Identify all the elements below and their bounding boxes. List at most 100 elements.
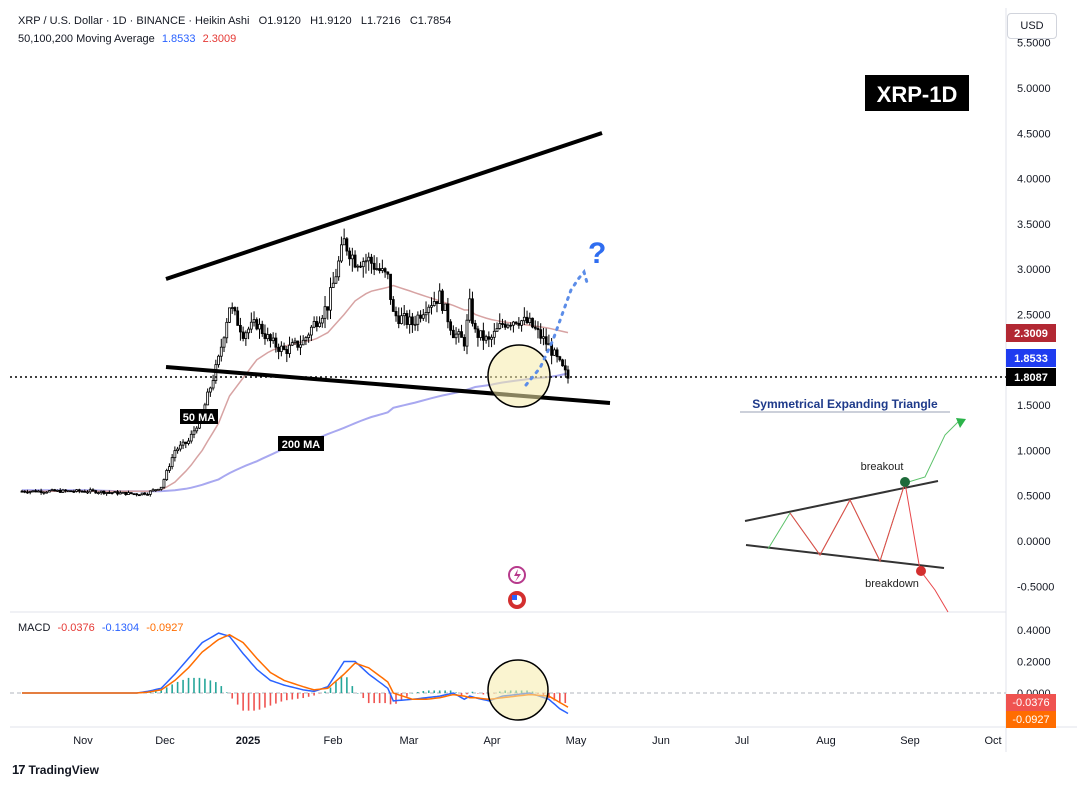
candle-body (443, 303, 447, 311)
candle-body (222, 337, 226, 348)
candle-body (438, 290, 442, 304)
candle-body (290, 342, 294, 346)
candle-body (326, 306, 330, 311)
heikin-ashi-candles (20, 228, 570, 497)
candle-body (544, 336, 548, 345)
candle-body (127, 492, 130, 495)
macd-legend[interactable]: MACD -0.0376 -0.1304 -0.0927 (18, 622, 184, 634)
candle-body (154, 489, 158, 492)
candle-body (61, 489, 65, 493)
candle-body (430, 305, 433, 308)
macd-bar (433, 690, 436, 693)
macd-tag-1: -0.0376 (1012, 697, 1049, 709)
candle-body (53, 489, 57, 492)
inset-diagram: Symmetrical Expanding Triangle breakout … (740, 397, 966, 613)
candle-body (522, 316, 526, 322)
price-tick-9: 1.0000 (1017, 445, 1051, 457)
candle-body (225, 321, 229, 339)
candle-body (23, 490, 27, 493)
candle-body (39, 490, 43, 493)
macd-bar (296, 693, 299, 699)
candle-body (157, 488, 160, 491)
macd-bar (313, 693, 315, 696)
candle-body (340, 244, 343, 262)
candle-body (132, 493, 136, 496)
candle-body (247, 328, 250, 334)
candle-body (146, 493, 149, 496)
ma-value-1: 1.8533 (161, 33, 196, 45)
macd-bar (171, 684, 173, 693)
candle-body (282, 345, 286, 350)
breakout-dot (900, 477, 910, 487)
candle-body (296, 340, 300, 348)
candle-body (99, 490, 103, 493)
candle-body (277, 346, 281, 352)
candle-body (356, 265, 360, 268)
candle-body (506, 324, 510, 328)
time-axis[interactable]: Nov Dec 2025 Feb Mar Apr May Jun Jul Aug Sep Oct (73, 735, 1001, 747)
candle-body (255, 319, 259, 330)
candle-body (566, 369, 570, 379)
candle-body (473, 322, 477, 330)
macd-line (22, 632, 569, 715)
time-tick-3: Feb (324, 735, 343, 747)
candle-body (449, 321, 453, 331)
macd-bar (258, 693, 261, 710)
macd-axis-tags: -0.0376 -0.0927 (1006, 694, 1056, 728)
time-tick-7: Jun (652, 735, 670, 747)
macd-bar (182, 679, 184, 693)
macd-bar (400, 693, 403, 701)
macd-bar (378, 693, 381, 704)
event-icons[interactable] (508, 566, 526, 609)
candle-body (91, 489, 95, 492)
macd-bar (395, 693, 397, 704)
macd-bar (367, 693, 370, 704)
candle-body (107, 492, 111, 494)
candle-body (299, 344, 302, 348)
macd-bar (324, 691, 326, 693)
candle-body (345, 238, 349, 252)
price-tick-1: 5.0000 (1017, 83, 1051, 95)
time-tick-0: Nov (73, 735, 93, 747)
price-tag-2: 1.8087 (1014, 372, 1048, 384)
price-tag-bg-1 (1006, 349, 1056, 367)
ma50-label: 50 MA (183, 412, 215, 424)
macd-bar (455, 692, 457, 693)
candle-body (479, 330, 483, 338)
currency-button[interactable]: USD (1007, 13, 1057, 39)
signal-line (22, 633, 569, 708)
symbol-legend[interactable]: XRP / U.S. Dollar · 1D · BINANCE · Heiki… (18, 15, 451, 27)
candle-body (454, 333, 458, 339)
candle-body (258, 323, 261, 330)
candle-body (367, 256, 371, 262)
candle-body (236, 310, 240, 326)
macd-bar (559, 693, 561, 704)
candle-body (260, 323, 264, 335)
candle-body (47, 490, 51, 493)
macd-bar (427, 690, 430, 693)
macd-highlight-circle (487, 659, 549, 721)
candle-body (320, 317, 324, 324)
macd-bar (471, 691, 474, 693)
candle-body (405, 313, 409, 325)
breakout-label: breakout (861, 461, 904, 473)
price-axis[interactable]: 5.5000 5.0000 4.5000 4.0000 3.5000 3.0000 2.50… (1017, 38, 1054, 594)
candle-body (563, 365, 567, 371)
time-tick-11: Oct (984, 735, 1001, 747)
macd-bar (346, 677, 348, 693)
candle-body (31, 490, 35, 493)
candle-body (69, 490, 73, 493)
macd-bar (411, 693, 414, 694)
ma200-label: 200 MA (282, 439, 321, 451)
macd-bar (198, 677, 201, 693)
candle-body (50, 489, 54, 492)
candle-body (391, 299, 395, 312)
price-tick-3: 4.0000 (1017, 174, 1051, 186)
ma-legend[interactable]: 50,100,200 Moving Average 1.8533 2.3009 (18, 33, 236, 45)
price-tag-bg-0 (1006, 324, 1056, 342)
tradingview-logo[interactable]: 17 TradingView (12, 762, 99, 777)
candle-body (288, 344, 291, 354)
macd-bar (286, 693, 288, 701)
